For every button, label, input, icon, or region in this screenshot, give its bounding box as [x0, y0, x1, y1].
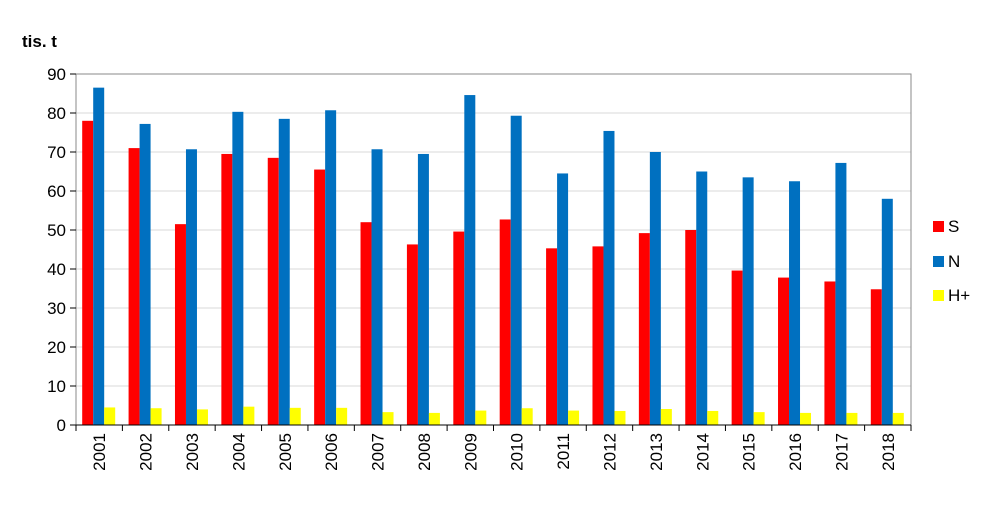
bar-hplus-2014 — [707, 410, 719, 425]
bar-s-2014 — [685, 230, 697, 425]
bar-hplus-2004 — [243, 406, 255, 425]
bar-s-2011 — [546, 248, 558, 425]
y-tick-label: 50 — [47, 221, 66, 240]
bar-s-2015 — [731, 270, 743, 425]
bar-s-2002 — [128, 148, 140, 425]
y-axis-label: tis. t — [22, 32, 57, 51]
legend-swatch-s — [933, 221, 944, 232]
bar-hplus-2012 — [614, 410, 626, 425]
bar-n-2015 — [742, 177, 754, 425]
bar-s-2010 — [499, 219, 511, 425]
x-tick-label: 2007 — [369, 433, 388, 471]
bar-hplus-2001 — [104, 407, 116, 425]
bar-n-2010 — [510, 115, 522, 425]
bar-hplus-2016 — [800, 412, 812, 425]
bar-n-2012 — [603, 130, 615, 425]
y-tick-label: 30 — [47, 299, 66, 318]
legend-label-n: N — [948, 252, 960, 271]
y-tick-label: 40 — [47, 260, 66, 279]
y-tick-label: 80 — [47, 104, 66, 123]
x-tick-label: 2013 — [647, 433, 666, 471]
bar-n-2002 — [139, 123, 151, 426]
bar-hplus-2018 — [892, 412, 904, 425]
bar-s-2017 — [824, 281, 836, 425]
y-tick-label: 20 — [47, 338, 66, 357]
bar-s-2008 — [406, 244, 418, 425]
legend-swatch-n — [933, 256, 944, 267]
x-tick-label: 2006 — [322, 433, 341, 471]
bar-n-2003 — [185, 149, 197, 425]
bar-s-2007 — [360, 222, 372, 425]
bar-hplus-2010 — [521, 408, 533, 425]
x-tick-label: 2008 — [415, 433, 434, 471]
bar-s-2018 — [870, 289, 882, 425]
bar-n-2013 — [649, 152, 661, 425]
bar-n-2017 — [835, 162, 847, 426]
bar-s-2013 — [638, 233, 650, 425]
x-tick-label: 2012 — [600, 433, 619, 471]
bar-s-2005 — [267, 157, 279, 425]
y-tick-label: 10 — [47, 377, 66, 396]
bar-hplus-2008 — [428, 412, 440, 425]
bars — [82, 87, 904, 426]
x-tick-label: 2005 — [276, 433, 295, 471]
bar-n-2016 — [789, 181, 801, 425]
bar-n-2005 — [278, 118, 290, 425]
bar-hplus-2009 — [475, 410, 487, 425]
bar-s-2009 — [453, 231, 465, 425]
gridlines — [76, 112, 911, 387]
legend-swatch-hplus — [933, 290, 944, 301]
bar-s-2004 — [221, 153, 233, 425]
x-tick-label: 2010 — [508, 433, 527, 471]
x-tick-label: 2014 — [693, 433, 712, 471]
x-axis-ticks: 2001 2002 2003 2004 2005 2006 2007 2008 2009 2010… — [75, 424, 912, 471]
x-tick-label: 2004 — [229, 433, 248, 471]
bar-s-2003 — [174, 224, 186, 425]
y-tick-label: 90 — [47, 65, 66, 84]
y-axis-ticks: 0 10 20 30 40 50 60 70 80 90 — [47, 65, 76, 435]
y-tick-label: 60 — [47, 182, 66, 201]
bar-n-2009 — [464, 95, 476, 425]
x-tick-label: 2002 — [137, 433, 156, 471]
legend-label-hplus: H+ — [948, 286, 970, 305]
x-tick-label: 2001 — [90, 433, 109, 471]
plot-area — [76, 74, 911, 425]
x-tick-label: 2003 — [183, 433, 202, 471]
x-tick-label: 2009 — [461, 433, 480, 471]
legend: SN H+ — [933, 217, 970, 305]
bar-hplus-2015 — [753, 412, 765, 425]
x-tick-label: 2015 — [740, 433, 759, 471]
bar-n-2008 — [417, 153, 429, 425]
x-tick-label: 2018 — [879, 433, 898, 471]
x-tick-label: 2017 — [832, 433, 851, 471]
x-tick-label: 2011 — [554, 433, 573, 470]
bar-s-2016 — [778, 277, 790, 425]
bar-s-2012 — [592, 246, 604, 425]
bar-n-2006 — [325, 110, 337, 426]
bar-n-2001 — [93, 87, 105, 426]
bar-n-2007 — [371, 149, 383, 425]
bar-n-2011 — [557, 173, 569, 425]
x-tick-label: 2016 — [786, 433, 805, 471]
bar-hplus-2005 — [289, 407, 301, 425]
y-tick-label: 70 — [47, 143, 66, 162]
bar-hplus-2002 — [150, 408, 162, 425]
y-tick-label: 0 — [57, 416, 66, 435]
legend-label-s: S — [948, 217, 959, 236]
bar-hplus-2007 — [382, 412, 394, 425]
bar-s-2001 — [82, 120, 94, 426]
bar-hplus-2017 — [846, 412, 858, 425]
bar-s-2006 — [314, 169, 326, 425]
bar-hplus-2013 — [660, 409, 672, 425]
bar-hplus-2011 — [568, 410, 580, 425]
bar-n-2014 — [696, 171, 708, 425]
bar-hplus-2006 — [336, 407, 348, 425]
bar-n-2004 — [232, 111, 244, 425]
bar-hplus-2003 — [196, 409, 208, 425]
bar-n-2018 — [881, 198, 893, 425]
